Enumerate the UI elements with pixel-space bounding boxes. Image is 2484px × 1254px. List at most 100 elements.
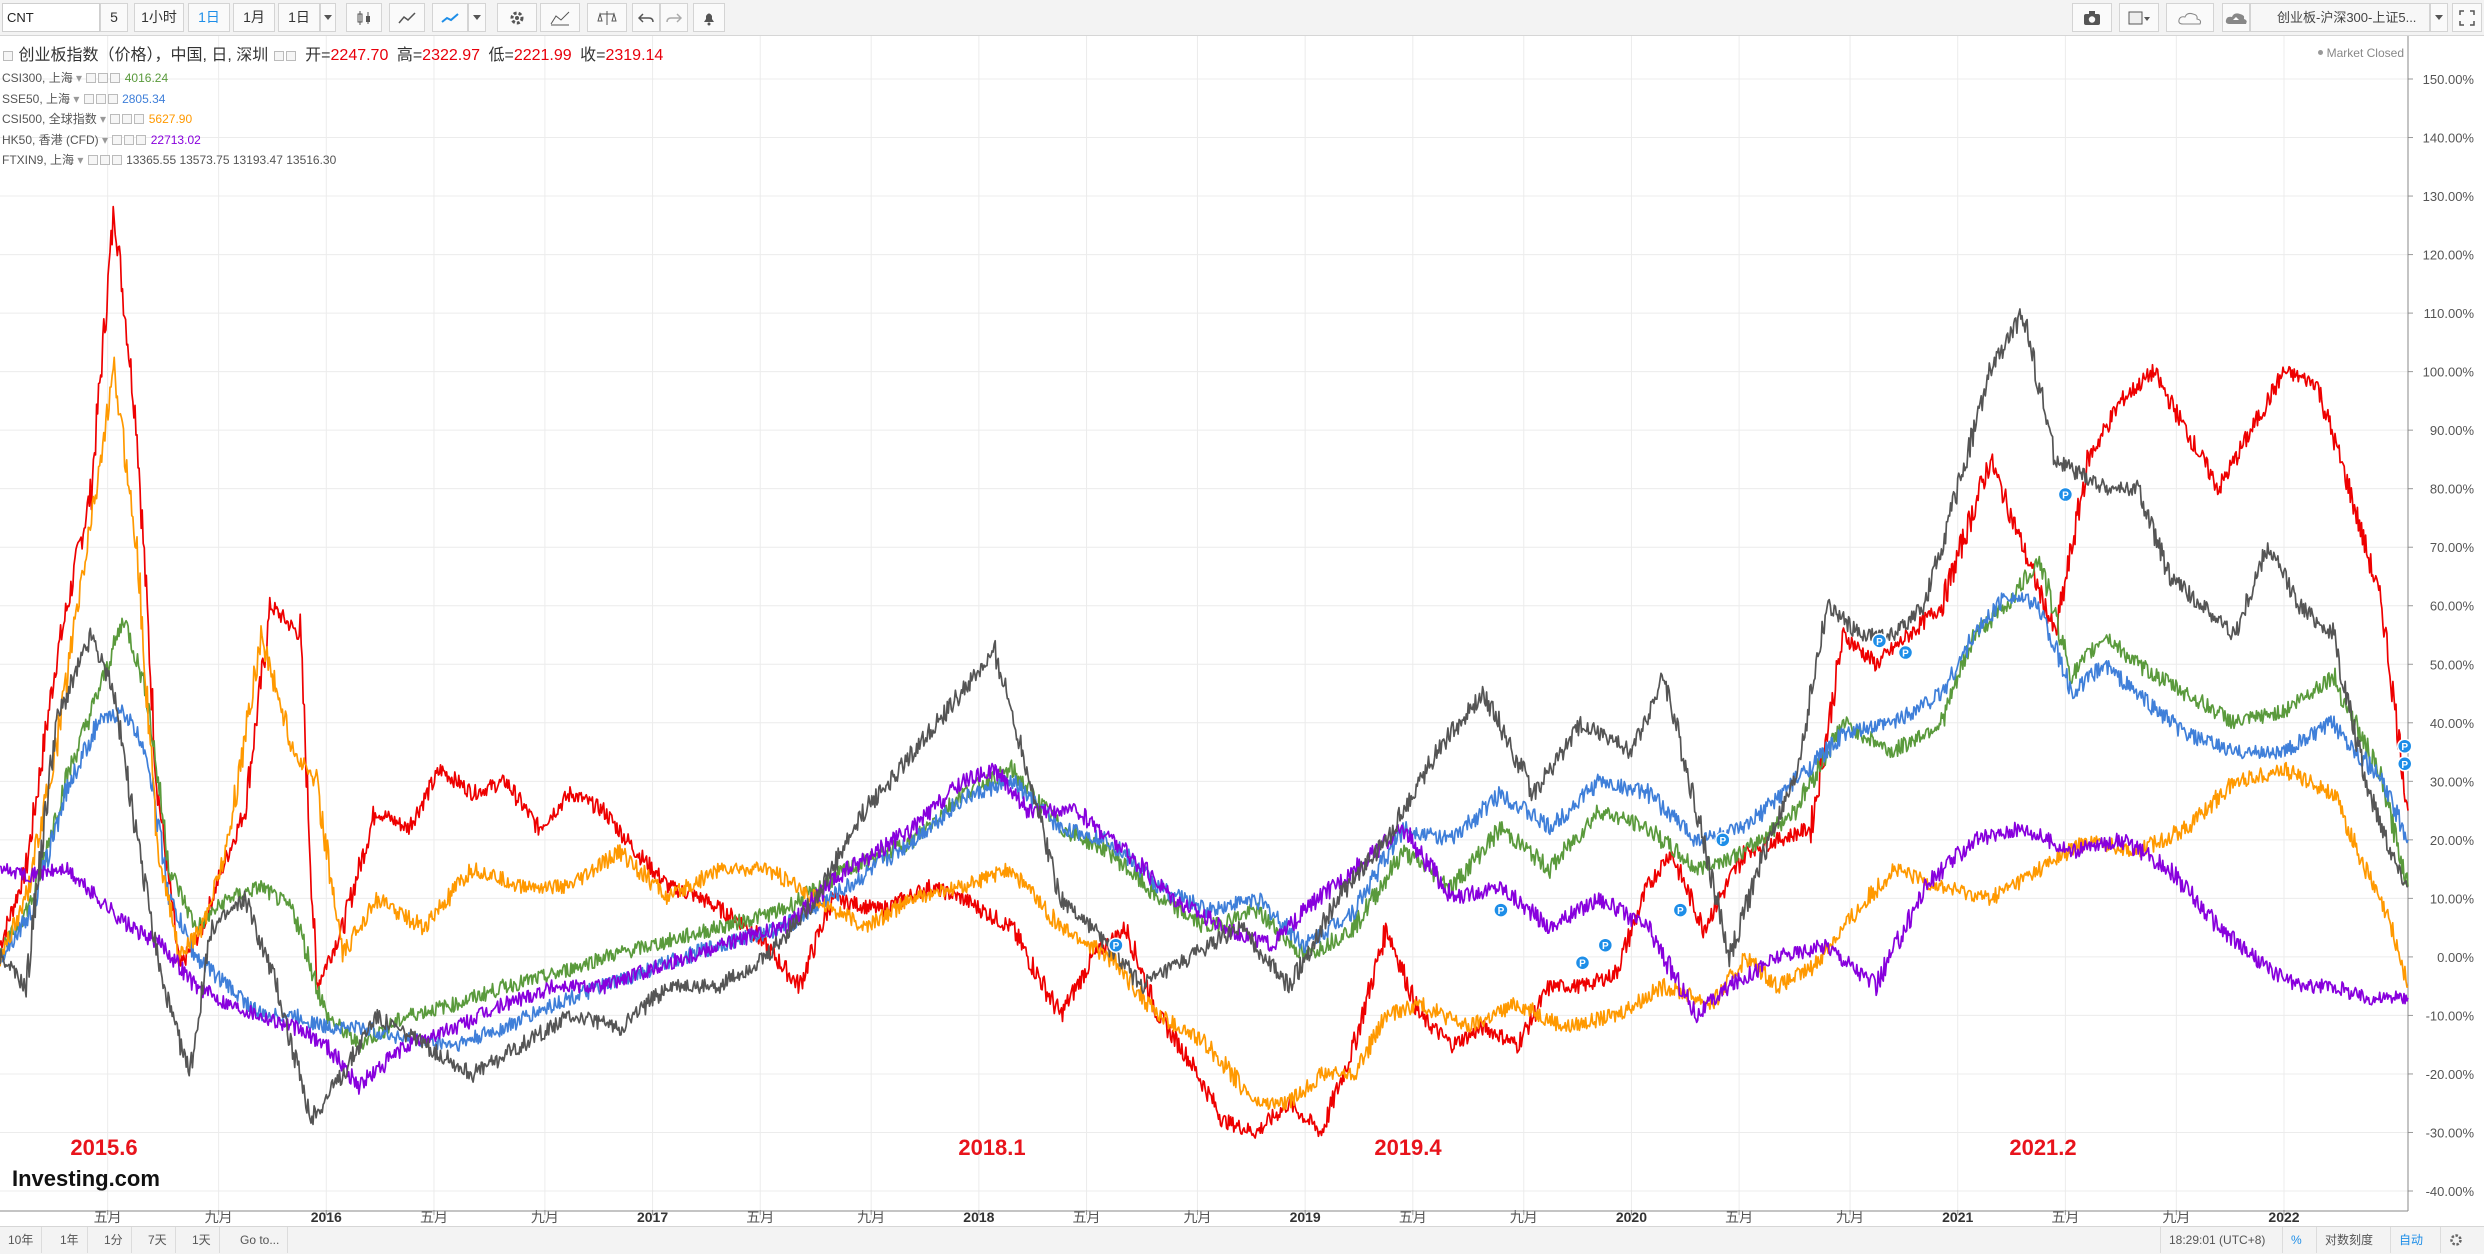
- legend-item[interactable]: HK50, 香港 (CFD) ▾ 22713.02: [2, 132, 201, 147]
- settings-icon[interactable]: [110, 114, 121, 124]
- range-button[interactable]: 10年: [0, 1227, 43, 1253]
- collapse-icon[interactable]: [3, 51, 13, 61]
- layout-template-icon[interactable]: [2119, 3, 2159, 32]
- event-marker-label: P: [1719, 836, 1726, 847]
- indicators-icon[interactable]: [540, 3, 580, 32]
- event-marker-icon[interactable]: [2057, 486, 2074, 503]
- event-marker-icon[interactable]: [1597, 937, 1614, 953]
- bottom-bar: 10年 1年 1分 7天 1天 Go to... 18:29:01 (UTC+8) % …: [0, 1226, 2484, 1254]
- legend-item[interactable]: CSI500, 全球指数 ▾ 5627.90: [2, 112, 193, 126]
- hide-icon[interactable]: [99, 155, 110, 165]
- log-scale-toggle[interactable]: 对数刻度: [2316, 1227, 2381, 1253]
- legend-item[interactable]: FTXIN9, 上海 ▾ 13365.55 13573.75 13193.47 …: [2, 153, 337, 167]
- x-tick-label: 五月: [2051, 1209, 2079, 1225]
- remove-icon[interactable]: [111, 155, 122, 165]
- cloud-load-icon[interactable]: [2166, 3, 2214, 32]
- redo-icon[interactable]: [660, 3, 688, 32]
- event-marker-icon[interactable]: [2396, 738, 2413, 754]
- x-tick-label: 2021: [1942, 1209, 1973, 1225]
- compare-scale-icon[interactable]: [587, 3, 627, 32]
- chart-plot-area[interactable]: 150.00% 140.00% 130.00% 120.00% 110.00% 100.0…: [0, 36, 2484, 1226]
- camera-icon[interactable]: [2072, 3, 2112, 32]
- event-marker-label: P: [1498, 906, 1505, 917]
- layout-dropdown-icon[interactable]: [2430, 3, 2448, 32]
- symbol-input[interactable]: [2, 3, 100, 32]
- interval-value-field[interactable]: 5: [100, 3, 128, 32]
- range-button[interactable]: 1年: [52, 1227, 88, 1253]
- goto-button[interactable]: Go to...: [232, 1227, 289, 1253]
- settings-gear-icon[interactable]: [497, 3, 537, 32]
- chart-type-dropdown-icon[interactable]: [468, 3, 486, 32]
- event-marker-icon[interactable]: [1493, 902, 1509, 918]
- range-dropdown-icon[interactable]: [320, 3, 336, 32]
- interval-1d-button[interactable]: 1日: [188, 3, 230, 32]
- event-marker-icon[interactable]: [1108, 937, 1124, 953]
- fullscreen-icon[interactable]: [2452, 3, 2482, 32]
- range-button[interactable]: 1天: [184, 1227, 220, 1253]
- legend-item-name: SSE50, 上海: [2, 91, 71, 106]
- remove-icon[interactable]: [136, 134, 147, 145]
- undo-icon[interactable]: [632, 3, 660, 32]
- remove-icon[interactable]: [110, 73, 121, 83]
- legend-item[interactable]: CSI300, 上海 ▾ 4016.24: [2, 71, 169, 85]
- x-tick-label: 九月: [205, 1209, 233, 1225]
- range-button[interactable]: 7天: [140, 1227, 176, 1253]
- status-dot-icon: [2317, 50, 2323, 55]
- hide-icon[interactable]: [285, 51, 296, 61]
- auto-scale-toggle[interactable]: 自动: [2390, 1227, 2431, 1253]
- event-marker-label: P: [1902, 649, 1909, 660]
- annotation-label: 2015.6: [70, 1135, 137, 1160]
- x-tick-label: 五月: [746, 1209, 774, 1225]
- legend-item-value: 2805.34: [122, 91, 166, 106]
- series-line-CSI300[interactable]: [0, 555, 2409, 1054]
- annotation-label: 2021.2: [2009, 1135, 2076, 1160]
- remove-icon[interactable]: [134, 114, 145, 124]
- legend-item-name: CSI500, 全球指数: [2, 112, 97, 126]
- range-button[interactable]: 1分: [96, 1227, 132, 1253]
- settings-icon[interactable]: [87, 155, 98, 165]
- interval-1h-button[interactable]: 1小时: [134, 3, 184, 32]
- event-marker-icon[interactable]: [1574, 954, 1591, 971]
- settings-icon[interactable]: [112, 134, 123, 145]
- settings-icon[interactable]: [86, 73, 97, 83]
- series-line-CSI500[interactable]: [0, 356, 2409, 1111]
- high-value: 2322.97: [422, 47, 481, 64]
- market-status: Market Closed: [2317, 46, 2404, 60]
- series-line-FTXIN9[interactable]: [0, 308, 2409, 1126]
- series-line-HK50[interactable]: [0, 762, 2409, 1095]
- event-marker-icon[interactable]: [1672, 902, 1689, 918]
- series-line-创业板指数[interactable]: [0, 205, 2409, 1139]
- event-marker-label: P: [2401, 742, 2408, 753]
- price-chart[interactable]: 150.00% 140.00% 130.00% 120.00% 110.00% 100.0…: [0, 36, 2484, 1226]
- settings-icon[interactable]: [273, 51, 284, 61]
- legend-item[interactable]: SSE50, 上海 ▾ 2805.34: [2, 91, 166, 106]
- hide-icon[interactable]: [95, 93, 106, 104]
- legend-main-row[interactable]: 创业板指数（价格），中国, 日, 深圳 开=2247.70 高=2322.97 …: [2, 44, 663, 68]
- series-line-SSE50[interactable]: [0, 592, 2409, 1052]
- interval-1m-button[interactable]: 1月: [233, 3, 275, 32]
- candlestick-icon[interactable]: [346, 3, 382, 32]
- y-tick-label: 70.00%: [2430, 540, 2475, 555]
- event-marker-icon[interactable]: [1897, 644, 1914, 661]
- cloud-save-icon[interactable]: [2222, 3, 2250, 32]
- settings-icon[interactable]: [83, 93, 94, 104]
- area-chart-icon[interactable]: [389, 3, 425, 32]
- alert-bell-icon[interactable]: [693, 3, 725, 32]
- percent-scale-toggle[interactable]: %: [2282, 1227, 2310, 1253]
- range-1d-button[interactable]: 1日: [278, 3, 320, 32]
- event-marker-icon[interactable]: [1715, 832, 1731, 848]
- event-marker-icon[interactable]: [1871, 633, 1888, 649]
- x-tick-label: 五月: [1399, 1209, 1427, 1225]
- annotation-label: 2018.1: [958, 1135, 1025, 1160]
- event-marker-label: P: [1602, 941, 1609, 952]
- event-marker-icon[interactable]: [2396, 756, 2413, 772]
- remove-icon[interactable]: [107, 93, 118, 104]
- close-label: 收=: [580, 47, 606, 64]
- line-chart-icon[interactable]: [432, 3, 468, 32]
- x-tick-label: 九月: [1183, 1209, 1211, 1225]
- hide-icon[interactable]: [124, 134, 135, 145]
- settings-gear-icon[interactable]: [2440, 1227, 2471, 1253]
- layout-name-field[interactable]: 创业板-沪深300-上证5...: [2250, 3, 2430, 32]
- hide-icon[interactable]: [98, 73, 109, 83]
- hide-icon[interactable]: [122, 114, 133, 124]
